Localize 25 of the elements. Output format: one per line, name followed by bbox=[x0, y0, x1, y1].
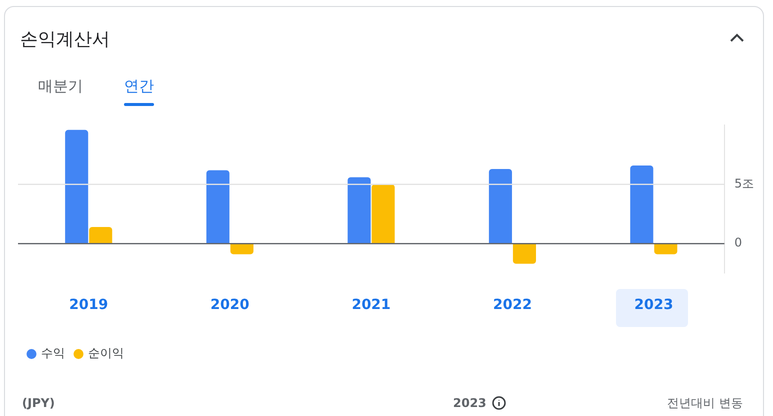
y-tick-label: 5조 bbox=[734, 176, 754, 191]
x-tick-label: 2023 bbox=[634, 297, 674, 314]
bar bbox=[372, 184, 395, 244]
bar bbox=[230, 244, 254, 254]
bar bbox=[512, 244, 536, 264]
bar bbox=[654, 244, 678, 254]
text: (JPY) bbox=[22, 396, 55, 410]
y-tick-label: 0 bbox=[734, 236, 742, 250]
legend-label: 순이익 bbox=[88, 346, 124, 360]
bar bbox=[65, 130, 88, 244]
bar bbox=[206, 170, 230, 244]
text: 연간 bbox=[124, 77, 154, 96]
bar bbox=[630, 165, 654, 244]
x-tick-label: 2022 bbox=[492, 297, 532, 314]
chart-title: 손익계산서 bbox=[20, 28, 110, 51]
bar bbox=[89, 227, 112, 244]
bar bbox=[488, 169, 512, 244]
x-tick-label: 2020 bbox=[210, 297, 250, 314]
legend-label: 수익 bbox=[41, 346, 65, 360]
text: 매분기 bbox=[38, 77, 83, 96]
x-tick-label: 2021 bbox=[352, 297, 391, 314]
text: 전년대비 변동 bbox=[667, 395, 743, 412]
x-tick-label: 2019 bbox=[69, 297, 108, 314]
text: 2023 bbox=[453, 396, 486, 410]
bar bbox=[348, 177, 371, 244]
